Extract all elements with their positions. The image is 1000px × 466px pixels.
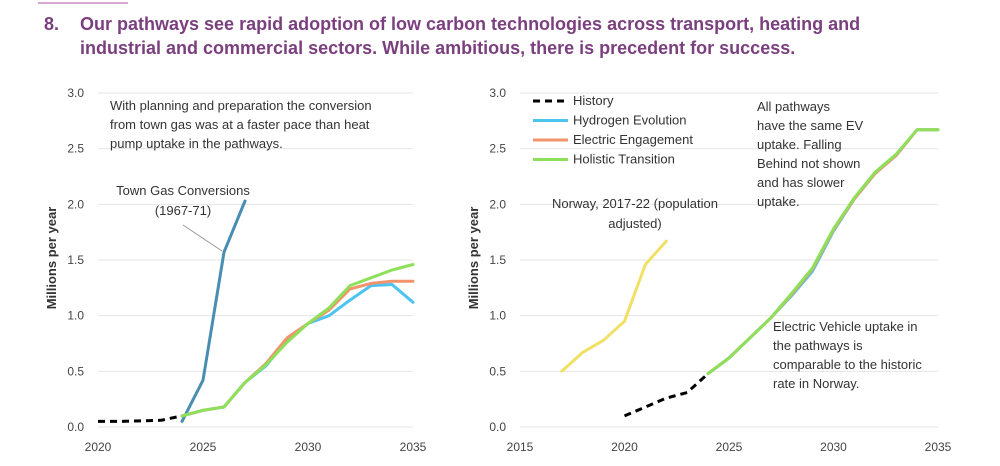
series-line-holistic-transition: [180, 263, 415, 418]
norway-label: adjusted): [608, 216, 661, 231]
page-heading: 8. Our pathways see rapid adoption of lo…: [44, 12, 944, 60]
y-tick-label: 3.0: [489, 86, 506, 100]
chart-1: 0.0 0.5 1.0 1.5 2.0 2.5 3.0 2020 2025 2030 2035 Mil…: [44, 86, 427, 454]
x-tick-label: 2025: [190, 440, 217, 454]
y-tick-label: 2.5: [67, 142, 84, 156]
y-tick-label: 2.5: [489, 142, 506, 156]
y-tick-label: 3.0: [67, 86, 84, 100]
annotation-text-bottom: rate in Norway.: [773, 376, 859, 391]
series-line-history: [623, 372, 710, 418]
y-tick-label: 1.0: [67, 309, 84, 323]
series-line-norway: [560, 239, 668, 373]
series-line-holistic-transition: [706, 128, 940, 376]
y-axis-label: Millions per year: [466, 207, 481, 310]
x-tick-label: 2030: [295, 440, 322, 454]
annotation-text-top: All pathways: [757, 99, 830, 114]
top-accent-rule: [38, 2, 128, 4]
y-tick-label: 1.5: [67, 253, 84, 267]
y-tick-label: 0.0: [489, 420, 506, 434]
y-tick-label: 2.0: [67, 197, 84, 211]
norway-label: Norway, 2017-22 (population: [552, 196, 718, 211]
annotation-text-top: and has slower: [757, 175, 845, 190]
x-tick-label: 2020: [85, 440, 112, 454]
legend-label: History: [573, 93, 614, 108]
annotation-text-bottom: comparable to the historic: [773, 357, 922, 372]
x-tick-label: 2015: [507, 440, 534, 454]
y-tick-label: 0.5: [67, 364, 84, 378]
chart-2: 0.0 0.5 1.0 1.5 2.0 2.5 3.0 2015 2020 2025 2030 203…: [466, 86, 952, 454]
x-tick-label: 2035: [925, 440, 952, 454]
town-gas-leader-line: [182, 224, 223, 252]
annotation-text-top: uptake. Falling: [757, 137, 842, 152]
x-tick-label: 2030: [820, 440, 847, 454]
x-tick-label: 2035: [400, 440, 427, 454]
y-tick-label: 1.0: [489, 309, 506, 323]
y-tick-label: 1.5: [489, 253, 506, 267]
town-gas-label: (1967-71): [155, 203, 211, 218]
series-line-town-gas-conversions: [180, 199, 247, 423]
y-tick-label: 2.0: [489, 197, 506, 211]
legend-label: Holistic Transition: [573, 152, 675, 167]
annotation-text-top: have the same EV: [757, 118, 864, 133]
annotation-text-top: Behind not shown: [757, 156, 860, 171]
annotation-text-top: uptake.: [757, 194, 800, 209]
heading-number: 8.: [44, 14, 60, 34]
y-tick-label: 0.5: [489, 364, 506, 378]
y-tick-label: 0.0: [67, 420, 84, 434]
legend-label: Hydrogen Evolution: [573, 113, 686, 128]
annotation-text: pump uptake in the pathways.: [110, 136, 283, 151]
annotation-text-bottom: Electric Vehicle uptake in: [773, 319, 918, 334]
annotation-text: from town gas was at a faster pace than …: [110, 117, 370, 132]
x-tick-label: 2020: [611, 440, 638, 454]
y-axis-label: Millions per year: [44, 207, 59, 310]
heading-text: Our pathways see rapid adoption of low c…: [80, 14, 861, 58]
annotation-text: With planning and preparation the conver…: [110, 98, 372, 113]
x-tick-label: 2025: [716, 440, 743, 454]
annotation-text-bottom: the pathways is: [773, 338, 863, 353]
legend-label: Electric Engagement: [573, 132, 693, 147]
series-line-history: [98, 414, 183, 423]
town-gas-label: Town Gas Conversions: [116, 183, 250, 198]
